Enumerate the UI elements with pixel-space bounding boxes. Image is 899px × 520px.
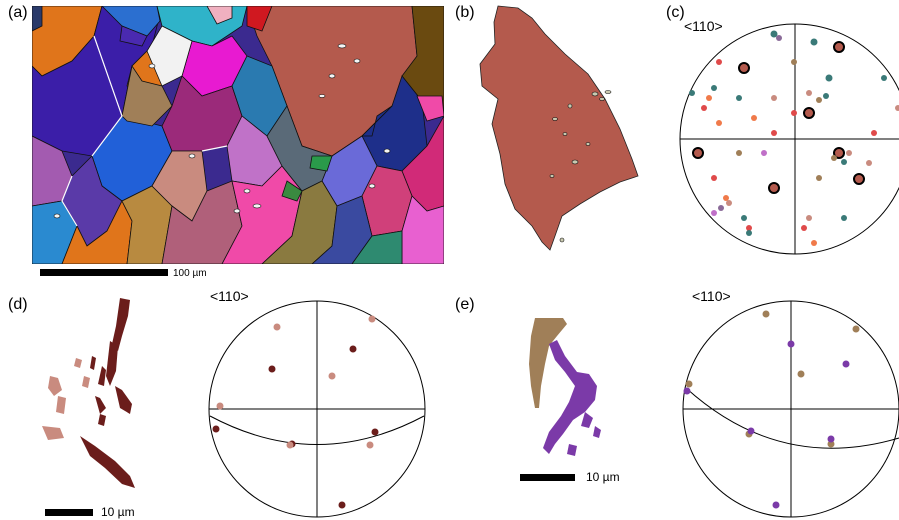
parent-grain-map — [479, 5, 639, 251]
pole-figure-d — [208, 300, 426, 518]
scale-bar-e — [520, 474, 575, 481]
twin-map-e — [529, 318, 601, 456]
pole-label-e: <110> — [692, 288, 731, 304]
scale-bar-a — [40, 269, 168, 276]
pole-figure-c — [679, 23, 899, 255]
scale-bar-d — [45, 509, 93, 516]
ebsd-orientation-map — [32, 6, 444, 264]
scale-text-e: 10 µm — [586, 470, 620, 484]
panel-label-b: (b) — [455, 4, 475, 21]
pole-figure-e — [682, 300, 899, 518]
parent-grain — [479, 5, 639, 251]
panel-label-a: (a) — [8, 4, 28, 21]
pole-label-d: <110> — [210, 288, 249, 304]
scale-text-a: 100 µm — [173, 268, 207, 279]
panel-label-e: (e) — [455, 296, 475, 313]
panel-label-c: (c) — [666, 4, 685, 21]
panel-label-d: (d) — [8, 296, 28, 313]
twin-map-d — [42, 298, 135, 488]
scale-text-d: 10 µm — [101, 505, 135, 519]
pole-label-c: <110> — [684, 18, 723, 34]
